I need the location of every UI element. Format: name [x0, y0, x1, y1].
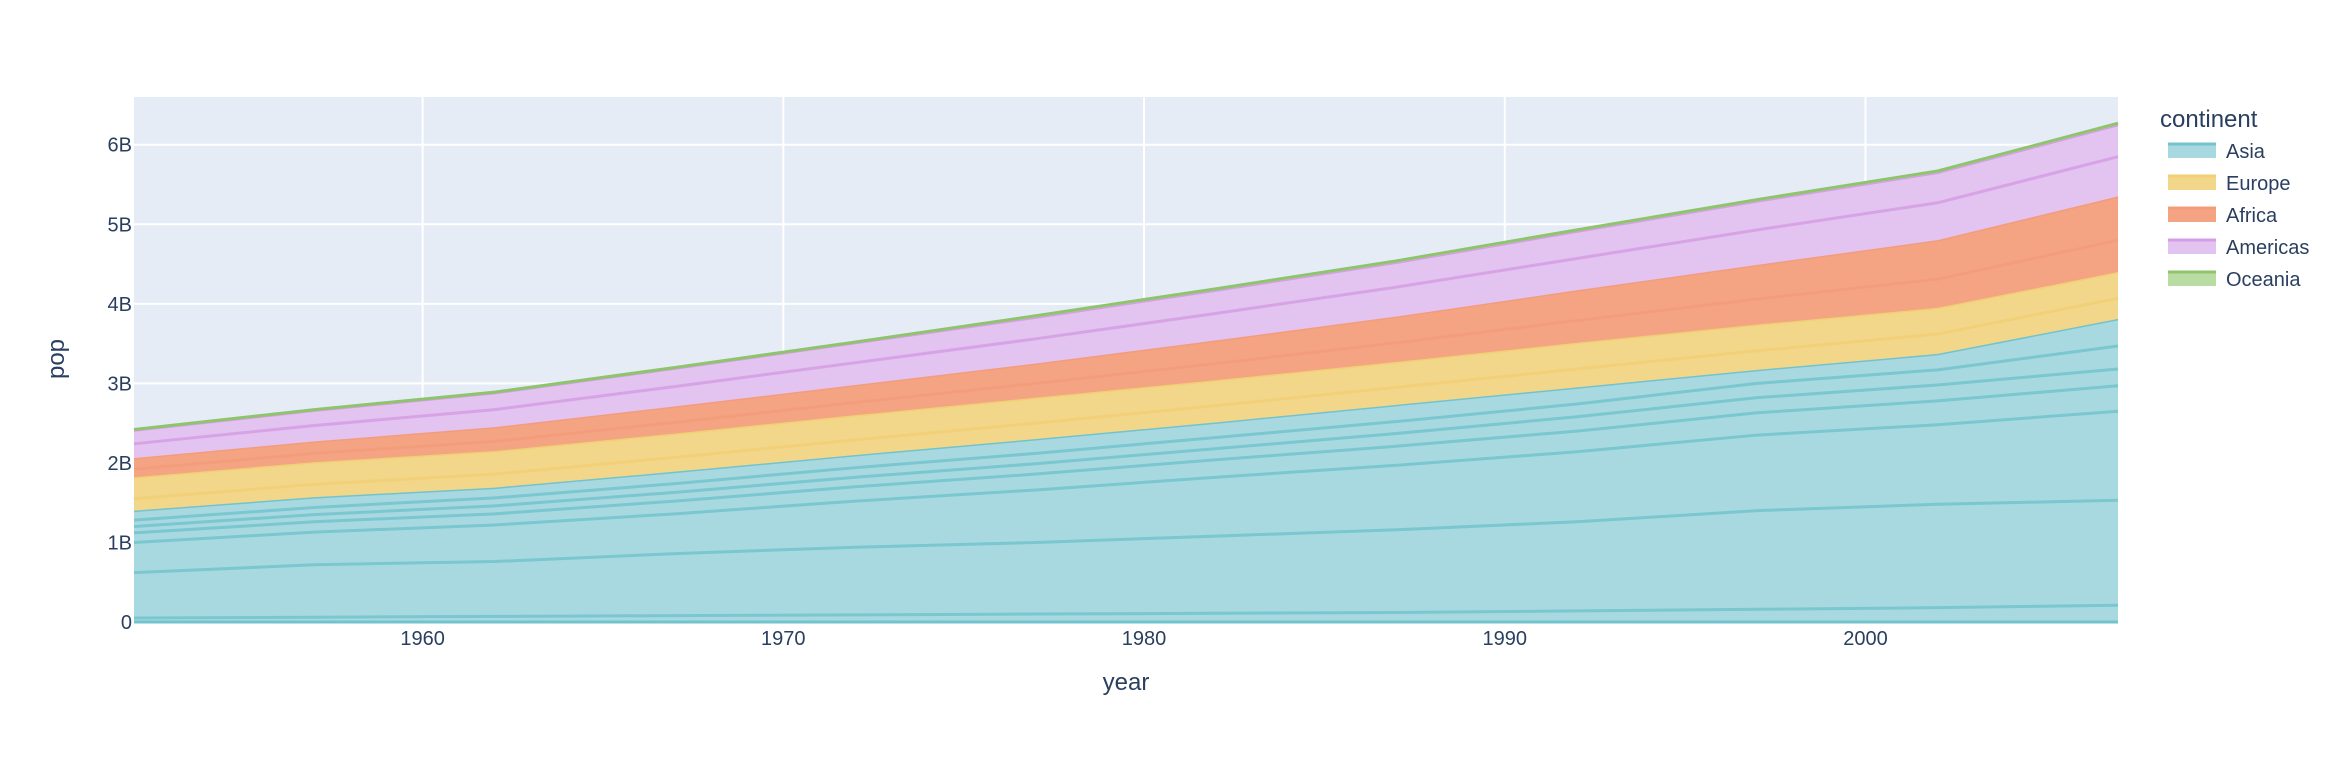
y-tick-label: 3B: [108, 373, 132, 395]
country-line: [133, 296, 2119, 501]
x-tick-label: 2000: [1843, 628, 1888, 650]
legend-item-africa[interactable]: Africa: [2168, 205, 2278, 227]
legend[interactable]: continent Asia Europe Africa Americas Oceani…: [2160, 106, 2309, 291]
legend-item-oceania[interactable]: Oceania: [2168, 269, 2301, 291]
legend-swatch: [2168, 144, 2216, 158]
y-axis-ticks: 0 1B 2B 3B 4B 5B 6B: [108, 135, 132, 634]
legend-item-europe[interactable]: Europe: [2168, 173, 2291, 195]
series-areas: [133, 121, 2119, 624]
x-axis-title: year: [1103, 669, 1150, 696]
y-axis-title: pop: [43, 339, 70, 379]
x-tick-label: 1960: [400, 628, 445, 650]
country-line: [133, 155, 2119, 446]
legend-label: Europe: [2226, 173, 2291, 195]
legend-item-asia[interactable]: Asia: [2168, 141, 2266, 163]
legend-swatch: [2168, 176, 2216, 190]
country-line: [133, 238, 2119, 471]
country-line: [133, 498, 2119, 575]
series-oceania[interactable]: [133, 121, 2119, 431]
y-tick-label: 1B: [108, 532, 132, 554]
x-axis-ticks: 1960 1970 1980 1990 2000: [400, 628, 1887, 650]
country-line: [133, 367, 2119, 529]
legend-title: continent: [2160, 106, 2258, 133]
country-line: [133, 384, 2119, 535]
area-asia[interactable]: [134, 318, 2118, 622]
legend-label: Americas: [2226, 237, 2309, 259]
legend-item-americas[interactable]: Americas: [2168, 237, 2309, 259]
area-europe[interactable]: [134, 272, 2118, 511]
country-line: [133, 603, 2119, 620]
x-tick-label: 1990: [1483, 628, 1528, 650]
country-line: [133, 344, 2119, 522]
legend-label: Asia: [2226, 141, 2266, 163]
y-tick-label: 0: [121, 612, 132, 634]
legend-swatch: [2168, 272, 2216, 286]
x-tick-label: 1980: [1122, 628, 1167, 650]
x-tick-label: 1970: [761, 628, 806, 650]
legend-swatch: [2168, 208, 2216, 222]
country-line: [133, 409, 2119, 544]
series-line-oceania: [133, 121, 2119, 431]
y-tick-label: 6B: [108, 135, 132, 157]
legend-label: Oceania: [2226, 269, 2301, 291]
y-tick-label: 4B: [108, 294, 132, 316]
legend-swatch: [2168, 240, 2216, 254]
legend-label: Africa: [2226, 205, 2278, 227]
y-tick-label: 2B: [108, 453, 132, 475]
area-africa[interactable]: [134, 196, 2118, 478]
y-tick-label: 5B: [108, 214, 132, 236]
